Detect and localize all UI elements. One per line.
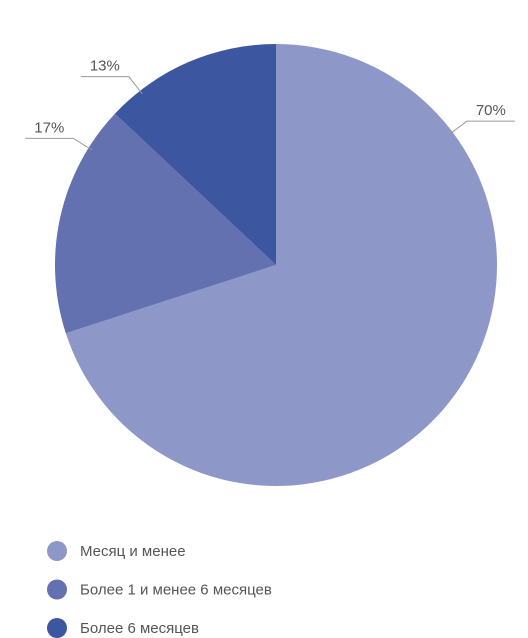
- legend-swatch: [47, 579, 67, 600]
- pie-slice: [65, 44, 497, 486]
- leader-line: [25, 137, 93, 151]
- data-label: 70%: [476, 102, 506, 119]
- legend-label: Более 6 месяцев: [80, 620, 199, 637]
- leader-line: [80, 76, 143, 95]
- legend-label: Более 1 и менее 6 месяцев: [80, 581, 272, 598]
- data-label: 17%: [34, 119, 64, 136]
- legend-label: Месяц и менее: [80, 543, 186, 560]
- pie-slice: [55, 113, 277, 334]
- leader-line: [449, 120, 515, 135]
- legend-swatch: [47, 541, 67, 561]
- legend-swatch: [47, 618, 67, 638]
- pie-slice: [114, 44, 276, 265]
- data-label: 13%: [90, 58, 120, 75]
